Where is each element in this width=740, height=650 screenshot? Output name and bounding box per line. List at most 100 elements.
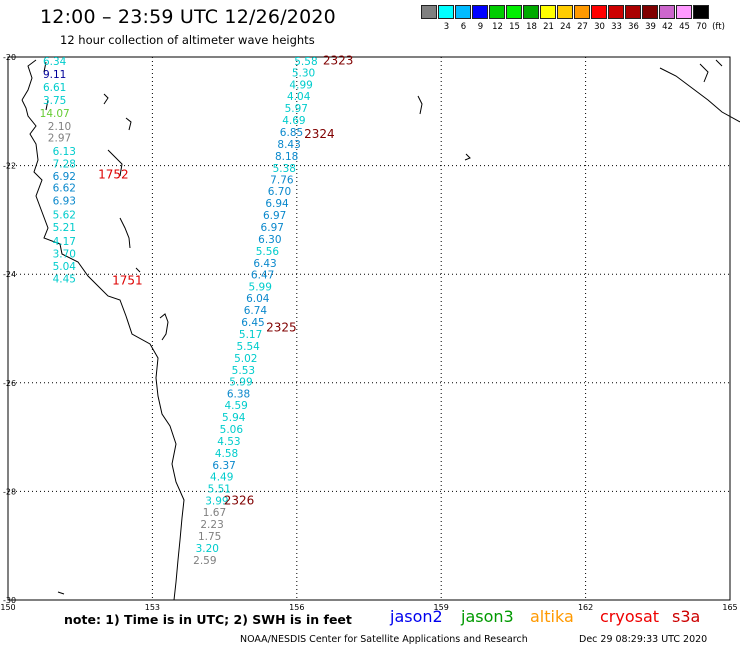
legend-swatch: [574, 5, 590, 19]
legend-label: 42: [662, 22, 673, 32]
legend-label: 70: [696, 22, 707, 32]
fraser-island-outline: [159, 313, 169, 341]
lat-tick-label: -28: [3, 487, 16, 496]
legend-swatch: [659, 5, 675, 19]
wave-height-value: 6.74: [244, 305, 268, 317]
wave-height-value: 4.49: [210, 472, 233, 484]
wave-height-value: 4.99: [289, 80, 312, 92]
legend-swatch: [489, 5, 505, 19]
map-frame: [7, 56, 731, 601]
legend-swatch: [642, 5, 658, 19]
wave-height-value: 4.69: [282, 115, 305, 127]
lon-tick-label: 156: [289, 603, 304, 612]
lat-tick-label: -22: [3, 162, 16, 171]
wave-height-value: 1.67: [203, 507, 226, 519]
legend-swatch: [676, 5, 692, 19]
footer-credit: NOAA/NESDIS Center for Satellite Applica…: [240, 634, 528, 645]
legend-label: 39: [645, 22, 656, 32]
page-subtitle: 12 hour collection of altimeter wave hei…: [60, 33, 315, 47]
wave-height-value: 4.04: [287, 91, 311, 103]
satellite-s3a: s3a: [672, 607, 701, 626]
islet: [135, 267, 141, 273]
wave-height-value: 5.38: [273, 163, 296, 175]
wave-height-value: 2.97: [48, 132, 71, 144]
lat-tick-label: -26: [3, 379, 16, 388]
wave-height-value: 5.30: [292, 68, 315, 80]
satellite-altika: altika: [530, 607, 574, 626]
pass-time-label: 2324: [304, 127, 335, 141]
wave-height-value: 6.62: [53, 182, 76, 194]
wave-height-value: 4.58: [215, 448, 238, 460]
wave-height-value: 6.97: [263, 210, 286, 222]
legend-swatch: [540, 5, 556, 19]
legend-label: 15: [509, 22, 520, 32]
lon-tick-label: 153: [145, 603, 160, 612]
wave-height-value: 2.23: [200, 519, 223, 531]
lat-tick-label: -24: [3, 270, 16, 279]
pass-time-label: 2323: [323, 54, 354, 68]
footer-note: note: 1) Time is in UTC; 2) SWH is in fe…: [64, 612, 352, 627]
wave-height-value: 4.45: [53, 274, 76, 286]
pass-time-label: 2326: [224, 494, 255, 508]
legend-labels: 3 6 9 12 15 18 21 24 27 30 33 36 39 42 45 70 (ft): [421, 22, 727, 32]
wave-height-value: 8.18: [275, 151, 298, 163]
wave-height-value: 4.59: [224, 400, 247, 412]
wave-height-value: 5.53: [232, 365, 255, 377]
legend-swatch: [438, 5, 454, 19]
wave-height-value: 5.94: [222, 412, 246, 424]
lat-tick-label: -20: [3, 53, 16, 62]
lon-tick-label: 162: [578, 603, 593, 612]
wave-height-value: 5.99: [229, 377, 252, 389]
lat-tick-label: -30: [3, 596, 16, 605]
wave-height-value: 6.92: [53, 171, 76, 183]
wave-height-value: 3.70: [53, 249, 76, 261]
legend-label: 3: [443, 22, 450, 32]
legend-swatch: [421, 5, 437, 19]
wave-height-value: 9.11: [43, 69, 66, 81]
wave-height-value: 14.07: [40, 108, 70, 120]
satellite-jason2: jason2: [390, 607, 443, 626]
wave-height-value: 2.59: [193, 555, 216, 567]
wave-height-value: 6.34: [43, 56, 67, 68]
wave-height-value: 6.45: [241, 317, 264, 329]
wave-height-value: 5.21: [53, 222, 76, 234]
pass-time-label: 1752: [98, 168, 129, 182]
satellite-jason3: jason3: [461, 607, 514, 626]
wave-height-value: 1.75: [198, 531, 221, 543]
whitsunday-islands: [103, 93, 132, 177]
new-caledonia-coastline: [659, 59, 740, 123]
legend-swatch: [557, 5, 573, 19]
islet: [464, 153, 471, 161]
pass-time-label: 2325: [266, 320, 297, 334]
legend-label: 27: [577, 22, 588, 32]
legend-label: 6: [460, 22, 467, 32]
lat-lon-grid: [7, 56, 731, 601]
wave-height-value: 3.99: [205, 496, 228, 508]
legend-label: 12: [492, 22, 503, 32]
legend-unit: (ft): [712, 22, 725, 32]
wave-height-value: 3.20: [196, 543, 219, 555]
legend-swatch: [608, 5, 624, 19]
footer-timestamp: Dec 29 08:29:33 UTC 2020: [579, 634, 708, 645]
legend-swatch: [506, 5, 522, 19]
lon-tick-label: 150: [0, 603, 15, 612]
wave-height-value: 5.02: [234, 353, 257, 365]
lon-tick-label: 159: [434, 603, 449, 612]
satellite-cryosat: cryosat: [600, 607, 660, 626]
wave-height-value: 4.17: [53, 236, 76, 248]
wave-height-value: 5.51: [208, 484, 231, 496]
legend-label: 45: [679, 22, 690, 32]
wave-height-value: 6.13: [53, 146, 76, 158]
legend-swatch: [472, 5, 488, 19]
wave-height-value: 4.53: [217, 436, 240, 448]
wave-height-value: 7.76: [270, 175, 294, 187]
australia-coastline: [21, 99, 185, 601]
wave-height-value: 6.94: [265, 198, 289, 210]
wave-height-value: 5.62: [53, 209, 76, 221]
lon-tick-label: 165: [722, 603, 737, 612]
wave-height-legend: [421, 5, 710, 19]
legend-label: 33: [611, 22, 622, 32]
wave-height-values: 6.349.116.613.7514.072.102.976.137.286.9…: [40, 56, 318, 567]
